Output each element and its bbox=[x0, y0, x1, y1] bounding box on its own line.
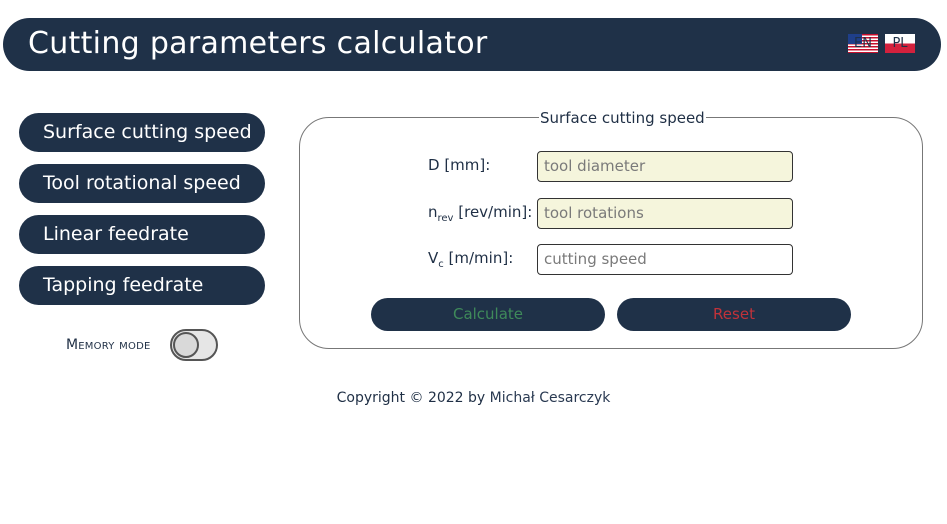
memory-mode-toggle[interactable] bbox=[170, 329, 218, 361]
memory-mode-label: Memory mode bbox=[66, 337, 151, 353]
sidebar-item-linear-feedrate[interactable]: Linear feedrate bbox=[19, 215, 265, 254]
diameter-label: D [mm]: bbox=[428, 156, 490, 174]
tool-rotations-placeholder: tool rotations bbox=[544, 204, 644, 222]
tool-diameter-input[interactable]: tool diameter bbox=[537, 151, 793, 182]
copyright-text: Copyright © 2022 by bbox=[336, 390, 490, 406]
calculate-button[interactable]: Calculate bbox=[371, 298, 605, 331]
language-en-label: EN bbox=[854, 36, 872, 51]
author-link[interactable]: Michał Cesarczyk bbox=[489, 390, 611, 406]
cutting-speed-label-unit: [m/min]: bbox=[443, 249, 514, 267]
app-header: Cutting parameters calculator EN PL bbox=[3, 18, 941, 71]
cutting-speed-input[interactable]: cutting speed bbox=[537, 244, 793, 275]
diameter-label-unit: [mm]: bbox=[439, 156, 491, 174]
rotations-label-main: n bbox=[428, 203, 438, 221]
pl-flag-icon[interactable]: PL bbox=[885, 34, 915, 53]
sidebar-item-surface-cutting-speed[interactable]: Surface cutting speed bbox=[19, 113, 265, 152]
sidebar-item-tool-rotational-speed[interactable]: Tool rotational speed bbox=[19, 164, 265, 203]
reset-button[interactable]: Reset bbox=[617, 298, 851, 331]
cutting-speed-placeholder: cutting speed bbox=[544, 250, 647, 268]
tool-rotations-input[interactable]: tool rotations bbox=[537, 198, 793, 229]
tool-diameter-placeholder: tool diameter bbox=[544, 157, 646, 175]
panel-legend: Surface cutting speed bbox=[539, 109, 706, 127]
rotations-label-sub: rev bbox=[437, 213, 454, 224]
language-pl-label: PL bbox=[892, 36, 908, 51]
footer: Copyright © 2022 by Michał Cesarczyk bbox=[0, 390, 947, 406]
cutting-speed-label: Vc [m/min]: bbox=[428, 249, 513, 270]
cutting-speed-label-main: V bbox=[428, 249, 439, 267]
rotations-label: nrev [rev/min]: bbox=[428, 203, 532, 224]
sidebar-item-tapping-feedrate[interactable]: Tapping feedrate bbox=[19, 266, 265, 305]
app-title: Cutting parameters calculator bbox=[28, 26, 488, 61]
rotations-label-unit: [rev/min]: bbox=[453, 203, 533, 221]
diameter-label-main: D bbox=[428, 156, 440, 174]
us-flag-icon[interactable]: EN bbox=[848, 34, 878, 53]
toggle-knob bbox=[173, 332, 199, 358]
cutting-speed-label-sub: c bbox=[438, 259, 444, 270]
